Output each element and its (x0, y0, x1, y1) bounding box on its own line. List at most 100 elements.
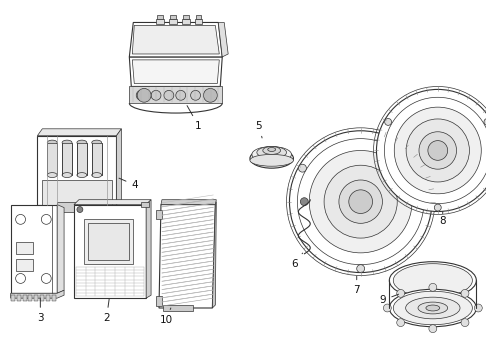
Circle shape (205, 90, 215, 100)
Ellipse shape (388, 289, 475, 327)
Polygon shape (132, 26, 219, 54)
Circle shape (473, 304, 481, 312)
Circle shape (175, 90, 185, 100)
Circle shape (460, 289, 468, 297)
Bar (195, 15, 201, 18)
Ellipse shape (392, 264, 471, 297)
Polygon shape (42, 180, 111, 204)
Ellipse shape (62, 140, 72, 145)
Circle shape (348, 190, 372, 213)
Bar (183, 15, 188, 18)
Circle shape (356, 265, 364, 273)
Bar (17, 295, 20, 301)
Circle shape (383, 304, 390, 312)
Circle shape (384, 118, 391, 125)
Bar (22, 295, 26, 301)
Ellipse shape (249, 148, 293, 168)
Polygon shape (77, 143, 87, 175)
Ellipse shape (405, 297, 459, 319)
Text: 1: 1 (187, 105, 202, 131)
Bar (156, 18, 163, 24)
Circle shape (41, 215, 51, 224)
Bar (41, 295, 44, 301)
Polygon shape (129, 86, 222, 103)
Circle shape (77, 207, 82, 212)
Ellipse shape (77, 172, 87, 177)
Circle shape (414, 164, 422, 172)
Bar (52, 295, 56, 301)
Circle shape (324, 165, 396, 238)
Polygon shape (11, 290, 64, 298)
Text: 4: 4 (119, 178, 138, 190)
Circle shape (151, 90, 161, 100)
Circle shape (384, 97, 488, 204)
Bar (34, 295, 38, 301)
Bar (169, 15, 175, 18)
Bar (16, 259, 33, 271)
Polygon shape (57, 204, 64, 293)
Circle shape (428, 325, 436, 333)
Text: 2: 2 (103, 299, 110, 323)
Bar (163, 305, 192, 311)
Ellipse shape (92, 172, 102, 177)
Circle shape (41, 274, 51, 283)
Bar (16, 242, 33, 254)
Text: 3: 3 (37, 298, 43, 323)
Text: 5: 5 (255, 121, 262, 138)
Bar (46, 295, 50, 301)
Circle shape (136, 90, 146, 100)
Polygon shape (146, 200, 151, 298)
Circle shape (308, 150, 411, 253)
Circle shape (396, 319, 404, 327)
Circle shape (190, 90, 200, 100)
Ellipse shape (262, 147, 280, 154)
Polygon shape (161, 200, 216, 204)
Polygon shape (37, 129, 121, 136)
Polygon shape (92, 143, 102, 175)
Circle shape (393, 107, 480, 194)
Polygon shape (218, 22, 228, 57)
Circle shape (203, 89, 217, 102)
Circle shape (418, 132, 456, 169)
Polygon shape (74, 204, 146, 298)
Circle shape (16, 215, 25, 224)
Circle shape (16, 274, 25, 283)
Bar (141, 202, 149, 207)
Polygon shape (159, 204, 215, 308)
Ellipse shape (256, 147, 286, 158)
Ellipse shape (47, 140, 57, 145)
Circle shape (483, 118, 488, 125)
Polygon shape (212, 202, 216, 308)
Bar (156, 210, 162, 219)
Circle shape (137, 89, 151, 102)
Ellipse shape (249, 154, 293, 166)
Circle shape (163, 90, 173, 100)
Ellipse shape (77, 140, 87, 145)
Text: 7: 7 (353, 276, 359, 295)
Bar (182, 18, 189, 24)
Ellipse shape (392, 291, 471, 325)
Ellipse shape (425, 305, 439, 311)
Bar (157, 15, 163, 18)
Circle shape (297, 139, 423, 265)
Polygon shape (37, 136, 116, 204)
Bar (194, 18, 202, 24)
Polygon shape (62, 143, 72, 175)
Text: 10: 10 (159, 308, 172, 325)
Polygon shape (11, 204, 57, 293)
Polygon shape (116, 129, 121, 204)
Text: 9: 9 (379, 294, 398, 305)
Ellipse shape (267, 148, 275, 152)
Circle shape (460, 319, 468, 327)
Circle shape (433, 204, 440, 211)
Text: 6: 6 (290, 253, 302, 269)
Bar (168, 18, 177, 24)
Circle shape (376, 89, 488, 212)
Ellipse shape (417, 302, 447, 314)
Polygon shape (57, 202, 77, 212)
Polygon shape (47, 143, 57, 175)
Ellipse shape (92, 140, 102, 145)
Polygon shape (74, 200, 151, 204)
Ellipse shape (251, 147, 291, 162)
Circle shape (300, 198, 307, 206)
